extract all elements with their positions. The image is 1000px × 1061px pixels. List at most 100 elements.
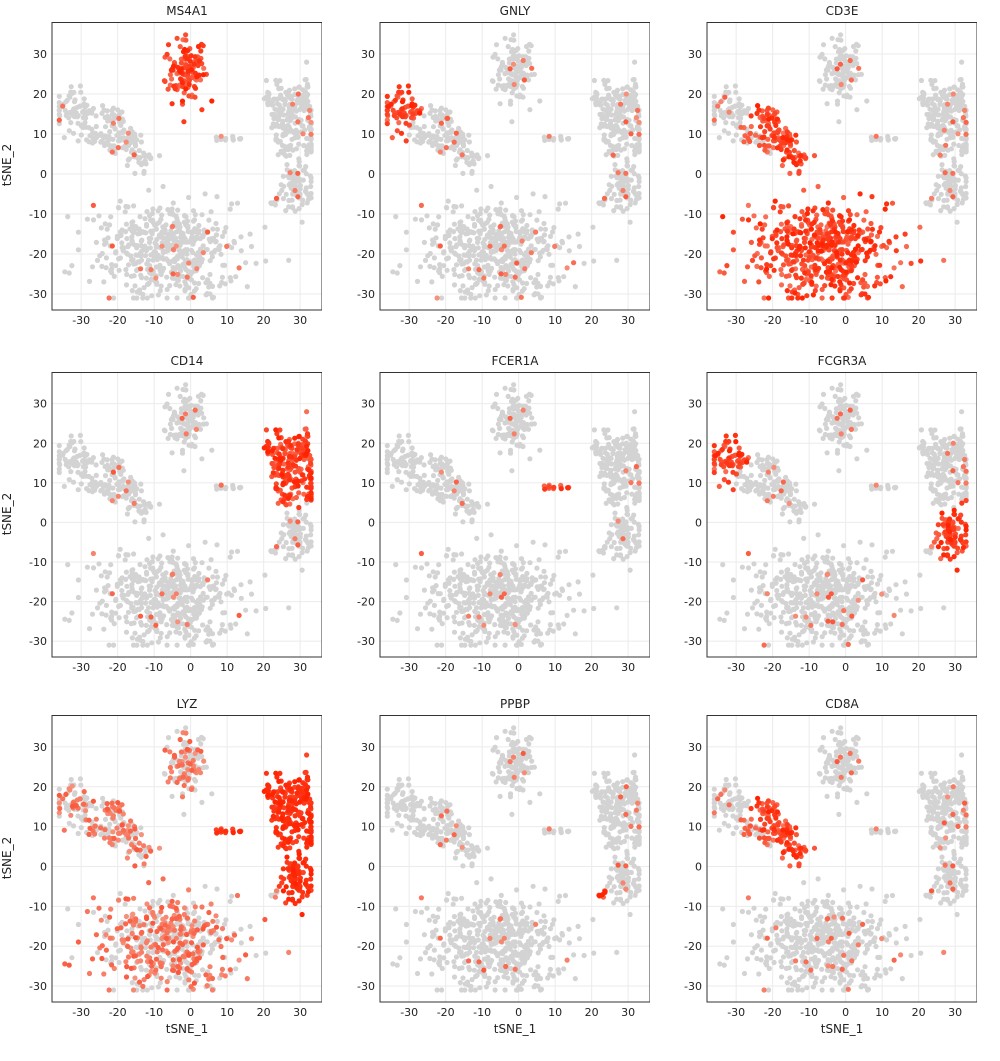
cell-point — [283, 556, 289, 562]
cell-point — [282, 492, 288, 498]
cell-point — [520, 57, 526, 64]
cell-point — [835, 37, 841, 43]
cell-point — [611, 208, 617, 214]
cell-point — [223, 225, 229, 231]
cell-point — [200, 275, 206, 281]
cell-point — [169, 425, 175, 431]
cell-point — [299, 201, 305, 208]
cell-point — [863, 237, 869, 243]
cell-point — [290, 101, 296, 107]
cell-point — [528, 72, 534, 78]
cell-point — [559, 238, 565, 244]
cell-point — [169, 450, 175, 456]
cell-point — [632, 59, 638, 65]
cell-point — [176, 222, 182, 228]
cell-point — [636, 131, 642, 137]
cell-point — [478, 257, 484, 263]
cell-point — [304, 409, 310, 415]
cell-point — [505, 283, 511, 289]
cell-point — [165, 42, 172, 48]
cell-point — [296, 176, 302, 182]
cell-point — [103, 602, 109, 608]
cell-point — [804, 293, 810, 299]
cell-point — [164, 634, 170, 640]
plot-frame — [379, 22, 650, 311]
cell-point — [236, 136, 243, 142]
cell-point — [128, 125, 134, 131]
cell-point — [789, 267, 795, 273]
cell-point — [304, 147, 310, 154]
cell-point — [62, 616, 68, 622]
cell-point — [164, 622, 170, 628]
cell-point — [437, 111, 443, 118]
cell-point — [116, 482, 122, 488]
cell-point — [606, 182, 612, 188]
cell-point — [108, 214, 114, 220]
cell-point — [308, 460, 314, 466]
cell-point — [109, 591, 115, 597]
cell-point — [299, 123, 305, 129]
cell-point — [283, 153, 289, 159]
cell-point — [177, 393, 183, 399]
cell-point — [508, 233, 515, 239]
cell-point — [261, 445, 267, 451]
cell-point — [111, 116, 117, 122]
cell-point — [958, 103, 964, 109]
cell-point — [556, 278, 562, 284]
cell-point — [819, 274, 825, 280]
cell-point — [253, 260, 259, 266]
cell-point — [617, 96, 623, 102]
cell-point — [863, 209, 869, 215]
cell-point — [71, 99, 78, 105]
cell-point — [490, 78, 496, 84]
cell-point — [721, 128, 727, 134]
cell-point — [825, 258, 831, 264]
cell-point — [186, 81, 192, 87]
cell-point — [475, 263, 481, 269]
cell-point — [295, 194, 301, 200]
cell-point — [286, 111, 293, 117]
cell-point — [481, 226, 487, 232]
cell-point — [963, 119, 969, 125]
cell-point — [627, 219, 633, 225]
cell-point — [751, 213, 757, 219]
cell-point — [171, 63, 177, 69]
cell-point — [593, 96, 599, 102]
cell-point — [206, 217, 212, 223]
cell-point — [120, 135, 127, 141]
cell-point — [877, 281, 883, 287]
cell-point — [951, 84, 957, 90]
cell-point — [238, 582, 244, 588]
cell-point — [165, 555, 171, 561]
cell-point — [148, 503, 154, 509]
cell-point — [496, 228, 502, 234]
cell-point — [308, 178, 314, 185]
cell-point — [263, 605, 269, 612]
cell-point — [187, 395, 193, 401]
cell-point — [110, 145, 116, 151]
cell-point — [71, 106, 77, 112]
cell-point — [280, 196, 286, 202]
cell-point — [908, 260, 914, 266]
cell-point — [153, 574, 159, 580]
cell-point — [293, 183, 299, 189]
cell-point — [903, 243, 910, 250]
cell-point — [198, 391, 205, 397]
cell-point — [143, 509, 149, 515]
cell-point — [533, 229, 539, 235]
cell-point — [608, 125, 614, 131]
cell-point — [417, 140, 424, 146]
cell-point — [446, 122, 452, 128]
cell-point — [278, 530, 284, 536]
cell-point — [630, 89, 636, 95]
cell-point — [170, 271, 176, 277]
cell-point — [276, 451, 282, 457]
cell-point — [747, 130, 753, 136]
cell-point — [94, 257, 101, 263]
cell-point — [507, 66, 513, 72]
cell-point — [305, 115, 311, 121]
cell-point — [522, 266, 528, 272]
cell-point — [581, 260, 587, 266]
cell-point — [182, 257, 188, 263]
cell-point — [783, 253, 789, 259]
